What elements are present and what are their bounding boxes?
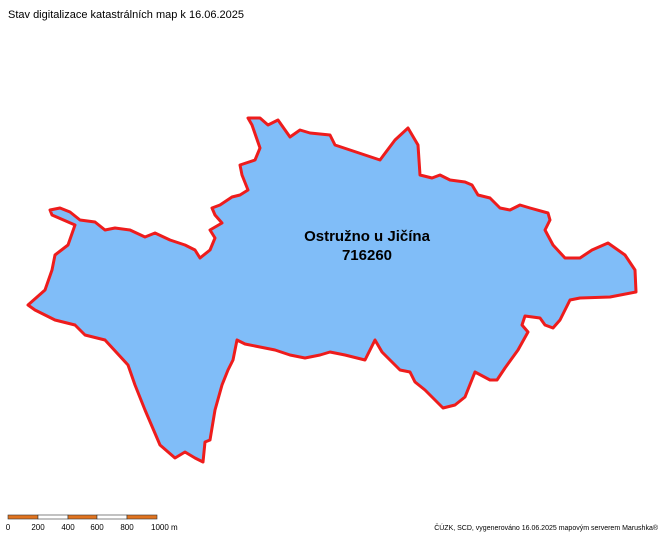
scale-segment — [126, 514, 158, 520]
scale-bar — [7, 514, 158, 520]
scale-segment — [96, 514, 128, 520]
scale-segment — [7, 514, 39, 520]
map-title: Stav digitalizace katastrálních map k 16… — [8, 9, 244, 21]
scale-labels: 0 200 400 600 800 1000 m — [6, 523, 178, 532]
area-code: 716260 — [342, 247, 392, 264]
scale-label: 200 — [31, 523, 45, 532]
scale-label: 0 — [6, 523, 11, 532]
cadastral-area — [26, 116, 638, 464]
scale-segment — [37, 514, 69, 520]
scale-label: 600 — [90, 523, 104, 532]
area-name: Ostružno u Jičína — [304, 228, 431, 245]
scale-segment — [67, 514, 98, 520]
scale-label: 1000 m — [151, 523, 178, 532]
scale-label: 400 — [61, 523, 75, 532]
scale-label: 800 — [120, 523, 134, 532]
attribution: ČÚZK, SCD, vygenerováno 16.06.2025 mapov… — [434, 523, 659, 532]
